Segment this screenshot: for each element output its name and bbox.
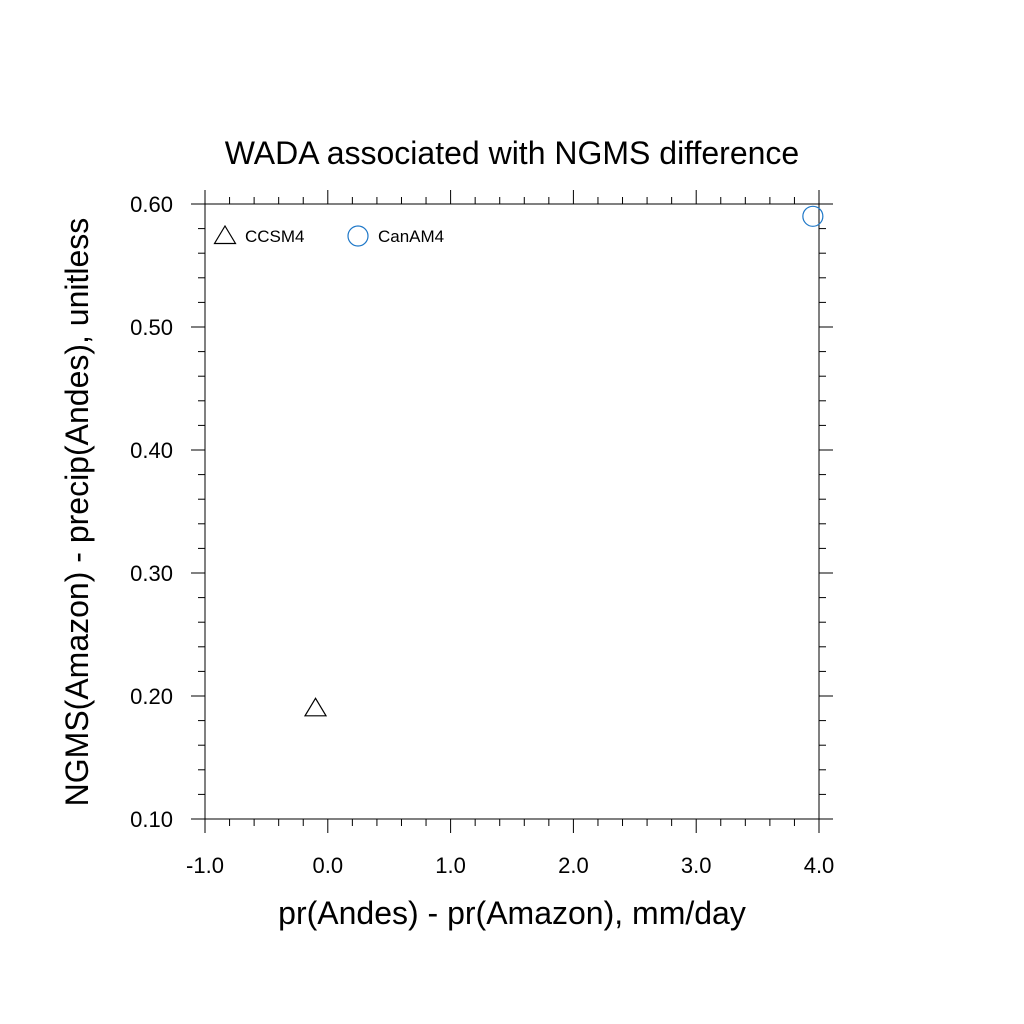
y-tick-label: 0.60 <box>130 192 173 217</box>
y-axis-label: NGMS(Amazon) - precip(Andes), unitless <box>59 218 95 807</box>
x-tick-label: 3.0 <box>681 853 712 878</box>
x-tick-label: 1.0 <box>435 853 466 878</box>
ccsm4-legend-marker <box>213 224 237 245</box>
plot-frame <box>204 203 820 820</box>
x-tick-label: 2.0 <box>558 853 589 878</box>
data-markers <box>303 205 824 717</box>
legend-label: CCSM4 <box>245 227 305 246</box>
legend: CCSM4 CanAM4 <box>213 224 444 247</box>
canam4-legend-marker <box>347 225 369 247</box>
chart-title: WADA associated with NGMS difference <box>225 135 799 171</box>
axis-ticks <box>191 190 833 833</box>
x-tick-label: 4.0 <box>804 853 835 878</box>
y-tick-label: 0.50 <box>130 315 173 340</box>
y-tick-label: 0.40 <box>130 438 173 463</box>
y-tick-label: 0.30 <box>130 561 173 586</box>
canam4-point <box>802 205 824 227</box>
y-tick-label: 0.10 <box>130 807 173 832</box>
y-tick-label: 0.20 <box>130 684 173 709</box>
legend-label: CanAM4 <box>378 227 444 246</box>
x-tick-label: 0.0 <box>313 853 344 878</box>
x-axis-label: pr(Andes) - pr(Amazon), mm/day <box>278 895 746 931</box>
x-tick-label: -1.0 <box>186 853 224 878</box>
ccsm4-point <box>303 697 328 717</box>
tick-labels: -1.0 0.0 1.0 2.0 3.0 4.0 0.10 0.20 0.30 0.40 0.50 0… <box>130 192 834 878</box>
